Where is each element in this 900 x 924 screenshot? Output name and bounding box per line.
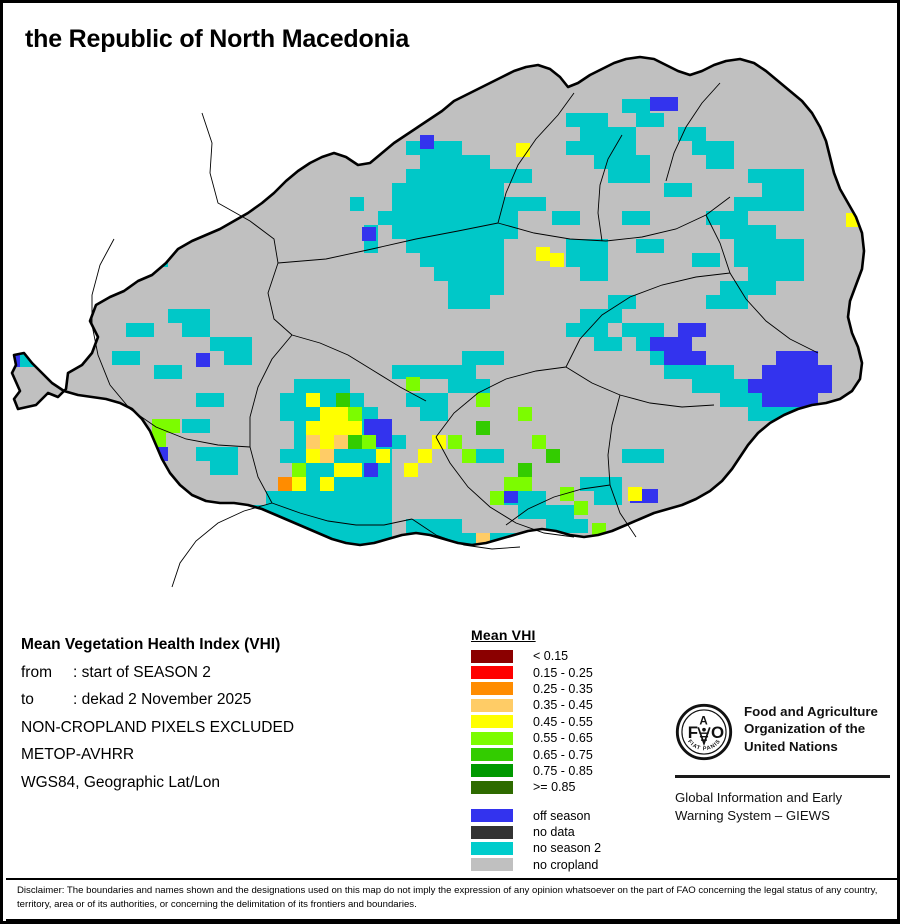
legend-label: 0.25 - 0.35: [533, 681, 593, 696]
legend-row-class: 0.15 - 0.25: [471, 664, 671, 680]
legend-spacer: [471, 796, 671, 808]
national-border: [10, 55, 866, 547]
fao-organization-name: Food and Agriculture Organization of the…: [744, 704, 878, 754]
legend-label: no data: [533, 825, 575, 840]
map-metadata: Mean Vegetation Health Index (VHI) from:…: [21, 631, 441, 796]
legend-swatch: [471, 841, 513, 855]
bottom-divider: [6, 919, 897, 921]
page-title: the Republic of North Macedonia: [25, 25, 410, 53]
legend-label: 0.55 - 0.65: [533, 731, 593, 746]
legend-label: 0.15 - 0.25: [533, 665, 593, 680]
legend-swatch: [471, 666, 513, 680]
meta-heading: Mean Vegetation Health Index (VHI): [21, 636, 281, 653]
legend-row-special: no data: [471, 824, 671, 840]
meta-projection: WGS84, Geographic Lat/Lon: [21, 773, 221, 791]
legend-row-class: 0.75 - 0.85: [471, 763, 671, 779]
meta-sensor: METOP-AVHRR: [21, 746, 135, 763]
legend-swatch: [471, 715, 513, 729]
legend-swatch: [471, 764, 513, 778]
legend-row-class: 0.35 - 0.45: [471, 697, 671, 713]
svg-text:O: O: [711, 723, 724, 742]
legend-label: off season: [533, 808, 591, 823]
meta-to-label: to: [21, 691, 34, 708]
meta-to-value: : dekad 2 November 2025: [73, 691, 252, 708]
legend-row-class: 0.65 - 0.75: [471, 746, 671, 762]
vhi-orange-pixels: [278, 477, 292, 491]
legend-swatch: [471, 825, 513, 839]
legend-swatch: [471, 731, 513, 745]
legend-row-special: off season: [471, 808, 671, 824]
legend-label: 0.65 - 0.75: [533, 747, 593, 762]
legend-special-list: off season no data no season 2 no cropland: [471, 808, 671, 874]
legend-class-list: < 0.15 0.15 - 0.25 0.25 - 0.35 0.35 - 0.45 0…: [471, 648, 671, 796]
meta-from-label: from: [21, 663, 52, 681]
legend-label: 0.35 - 0.45: [533, 698, 593, 713]
giews-label: Global Information and Early Warning Sys…: [675, 790, 843, 823]
meta-to-row: to : dekad 2 November 2025: [21, 686, 441, 714]
vhi-lightorange-pixels: [306, 435, 490, 545]
legend-swatch: [471, 748, 513, 762]
fao-header: F A O FIAT PANIS Food and Agriculture Or…: [675, 703, 890, 761]
fao-logo-icon: F A O FIAT PANIS: [675, 703, 733, 761]
legend-row-class: 0.55 - 0.65: [471, 730, 671, 746]
fao-divider: [675, 775, 890, 778]
vhi-raster-map[interactable]: [6, 53, 900, 623]
legend-row-class: 0.45 - 0.55: [471, 714, 671, 730]
disclaimer-text: Disclaimer: The boundaries and names sho…: [17, 885, 878, 910]
legend-row-class: >= 0.85: [471, 779, 671, 795]
legend-swatch: [471, 780, 513, 794]
legend-swatch: [471, 809, 513, 823]
map-canvas[interactable]: [6, 53, 900, 623]
legend-swatch: [471, 649, 513, 663]
svg-text:F: F: [688, 723, 698, 742]
fao-branding: F A O FIAT PANIS Food and Agriculture Or…: [675, 703, 890, 824]
meta-from-row: from : start of SEASON 2: [21, 659, 441, 687]
disclaimer-divider: [6, 878, 897, 880]
legend-label: 0.45 - 0.55: [533, 714, 593, 729]
legend-row-class: 0.25 - 0.35: [471, 681, 671, 697]
legend-row-class: < 0.15: [471, 648, 671, 664]
meta-from-value: : start of SEASON 2: [73, 663, 211, 681]
legend-label: no cropland: [533, 857, 599, 872]
legend-label: < 0.15: [533, 649, 569, 664]
legend-swatch: [471, 858, 513, 872]
meta-exclusion: NON-CROPLAND PIXELS EXCLUDED: [21, 718, 295, 736]
legend-label: no season 2: [533, 841, 602, 856]
map-legend: Mean VHI < 0.15 0.15 - 0.25 0.25 - 0.35 0.3…: [471, 627, 671, 873]
legend-title: Mean VHI: [471, 627, 536, 643]
legend-row-special: no cropland: [471, 857, 671, 873]
legend-swatch: [471, 698, 513, 712]
legend-label: >= 0.85: [533, 780, 576, 795]
legend-row-special: no season 2: [471, 840, 671, 856]
svg-text:A: A: [699, 714, 708, 727]
legend-swatch: [471, 682, 513, 696]
legend-label: 0.75 - 0.85: [533, 763, 593, 778]
